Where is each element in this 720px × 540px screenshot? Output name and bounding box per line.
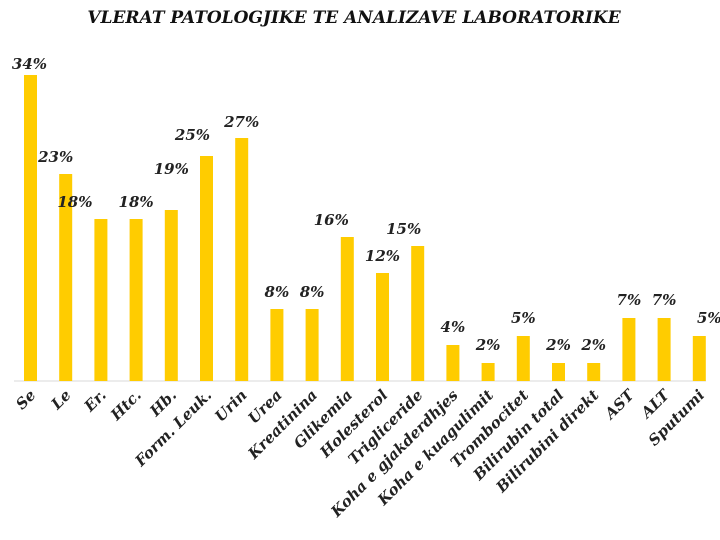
data-label: 2% [545,336,571,354]
bar [622,318,636,381]
bar [59,174,73,381]
x-tick-label: Htc. [106,386,145,425]
bar [200,156,213,381]
tick-labels-group: Se Le Er.Htc. Hb.Form. Leuk.UrinUreaKreatin… [12,385,708,521]
x-tick-label: Er. [80,386,110,416]
bar [692,336,706,381]
data-label: 25% [174,126,210,144]
bar [411,246,425,381]
data-label: 34% [12,55,47,73]
bar [446,345,460,381]
data-label: 7% [617,291,642,309]
bar [235,138,249,381]
bar [340,237,354,381]
bar [376,273,389,381]
bar [94,219,108,381]
bar [481,363,495,381]
chart-title: VLERAT PATOLOGJIKE TE ANALIZAVE LABORATO… [87,8,621,28]
data-label: 7% [652,291,677,309]
data-label: 8% [300,283,325,301]
data-labels-group: 34%23%18% 18%19%25%27%8% 8%16%12%15%4%2%5%… [12,55,720,354]
bar [552,363,565,381]
data-label: 2% [475,336,501,354]
bar [164,210,178,381]
data-label: 18% [119,193,154,211]
x-tick-label: Se [12,386,39,413]
data-label: 2% [580,336,606,354]
bars-group [24,75,706,381]
bar [516,336,530,381]
bar [270,309,284,381]
bar [24,75,37,381]
x-tick-label: Urin [211,386,250,425]
bar [587,363,601,381]
data-label: 12% [365,247,400,265]
data-label: 18% [57,193,92,211]
bar [305,309,319,381]
x-tick-label: AST [600,385,639,424]
bar [657,318,671,381]
data-label: 4% [441,318,466,336]
data-label: 5% [697,309,720,327]
data-label: 15% [386,220,421,238]
bar [129,219,143,381]
x-tick-label: Le [47,386,75,414]
data-label: 19% [154,160,189,178]
data-label: 16% [314,211,349,229]
data-label: 8% [265,283,290,301]
data-label: 27% [223,113,259,131]
data-label: 5% [511,309,536,327]
data-label: 23% [37,148,73,166]
